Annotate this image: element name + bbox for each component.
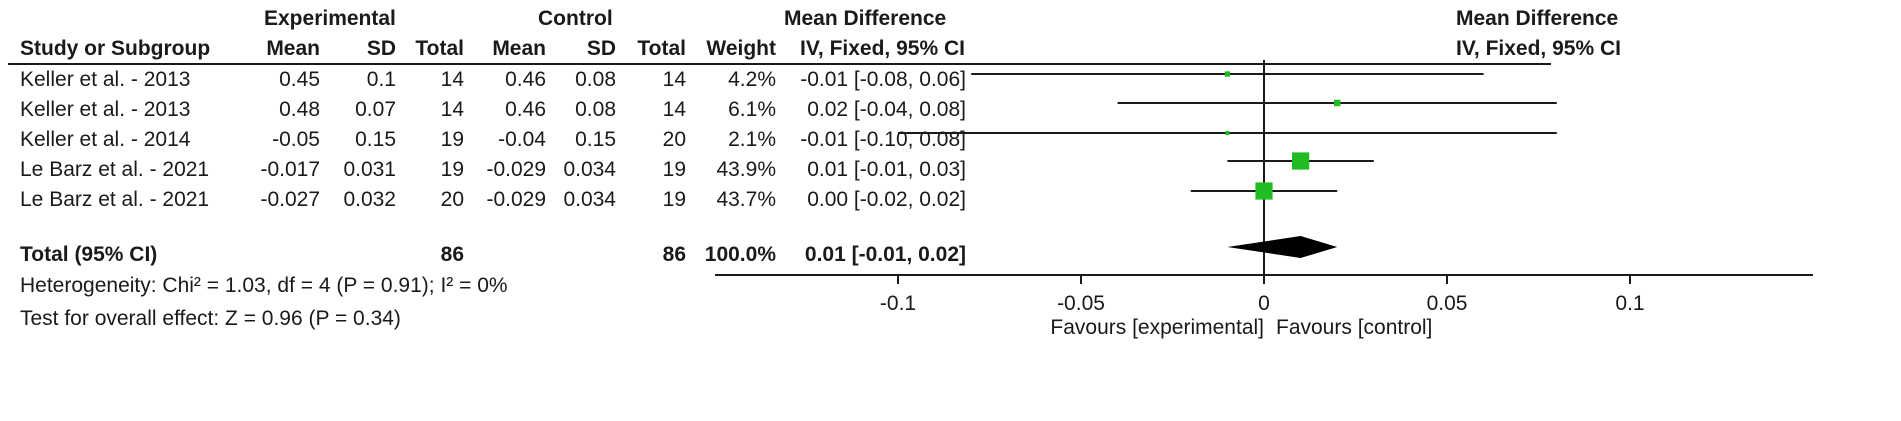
study-name: Keller et al. - 2014 [20,128,191,151]
weight: 43.9% [716,158,776,181]
study-header: Study or Subgroup [20,37,211,60]
ci-text: 0.01 [-0.01, 0.03] [807,158,966,181]
study-marker [1255,182,1273,200]
experimental-header: Experimental [264,7,396,30]
exp-total-header: Total [415,37,464,60]
ctrl-mean: -0.029 [486,188,546,211]
ci-text: -0.01 [-0.08, 0.06] [800,68,966,91]
exp-total: 14 [440,68,464,91]
ctrl-total: 14 [662,68,686,91]
exp-sd-header: SD [366,37,396,60]
weight: 4.2% [728,68,776,91]
exp-sd: 0.1 [366,68,396,91]
x-tick-label: 0 [1258,292,1270,315]
exp-total: 20 [440,188,464,211]
ctrl-sd: 0.034 [563,158,616,181]
ctrl-sd: 0.15 [575,128,616,151]
study-name: Le Barz et al. - 2021 [20,188,210,211]
ctrl-total: 20 [662,128,686,151]
exp-total: 19 [440,128,464,151]
exp-mean: -0.027 [260,188,320,211]
x-tick-label: -0.05 [1057,292,1105,315]
exp-total: 14 [440,98,464,121]
total-weight: 100.0% [704,243,776,266]
x-tick-label: -0.1 [880,292,916,315]
overall-effect-text: Test for overall effect: Z = 0.96 (P = 0… [20,307,401,330]
total-exp-n: 86 [440,243,464,266]
ctrl-mean: 0.46 [505,68,546,91]
x-tick-label: 0.05 [1427,292,1468,315]
total-ci-text: 0.01 [-0.01, 0.02] [804,243,966,266]
x-tick-label: 0.1 [1615,292,1644,315]
ctrl-sd-header: SD [586,37,616,60]
ci-text: 0.00 [-0.02, 0.02] [807,188,966,211]
exp-mean: -0.05 [272,128,320,151]
method-header: IV, Fixed, 95% CI [800,37,965,60]
mean-difference-header: Mean Difference [784,7,947,30]
pooled-diamond [1227,236,1338,258]
study-marker [1291,152,1310,170]
header-rule [8,63,1551,65]
study-name: Keller et al. - 2013 [20,68,191,91]
plot-title: Mean Difference [1456,7,1619,30]
study-marker [1224,71,1231,77]
exp-mean-header: Mean [266,37,320,60]
study-marker [1333,99,1341,107]
exp-total: 19 [440,158,464,181]
exp-sd: 0.15 [355,128,396,151]
total-ctrl-n: 86 [662,243,686,266]
ctrl-total-header: Total [637,37,686,60]
weight: 6.1% [728,98,776,121]
exp-mean: 0.48 [279,98,320,121]
exp-sd: 0.07 [355,98,396,121]
total-label: Total (95% CI) [20,243,158,266]
study-name: Le Barz et al. - 2021 [20,158,210,181]
ctrl-total: 19 [662,158,686,181]
favours-control-label: Favours [control] [1276,316,1433,339]
ctrl-mean-header: Mean [492,37,546,60]
exp-sd: 0.032 [343,188,396,211]
ctrl-sd: 0.034 [563,188,616,211]
heterogeneity-text: Heterogeneity: Chi² = 1.03, df = 4 (P = … [20,274,508,297]
ctrl-mean: 0.46 [505,98,546,121]
weight-header: Weight [706,37,776,60]
exp-mean: -0.017 [260,158,320,181]
ctrl-total: 14 [662,98,686,121]
exp-sd: 0.031 [343,158,396,181]
ci-text: 0.02 [-0.04, 0.08] [807,98,966,121]
plot-subtitle: IV, Fixed, 95% CI [1456,37,1621,60]
ctrl-mean: -0.029 [486,158,546,181]
exp-mean: 0.45 [279,68,320,91]
study-name: Keller et al. - 2013 [20,98,191,121]
control-header: Control [538,7,613,30]
weight: 2.1% [728,128,776,151]
favours-experimental-label: Favours [experimental] [1050,316,1264,339]
ctrl-sd: 0.08 [575,98,616,121]
weight: 43.7% [716,188,776,211]
study-marker [1225,131,1230,135]
ctrl-mean: -0.04 [498,128,546,151]
ctrl-sd: 0.08 [575,68,616,91]
ctrl-total: 19 [662,188,686,211]
